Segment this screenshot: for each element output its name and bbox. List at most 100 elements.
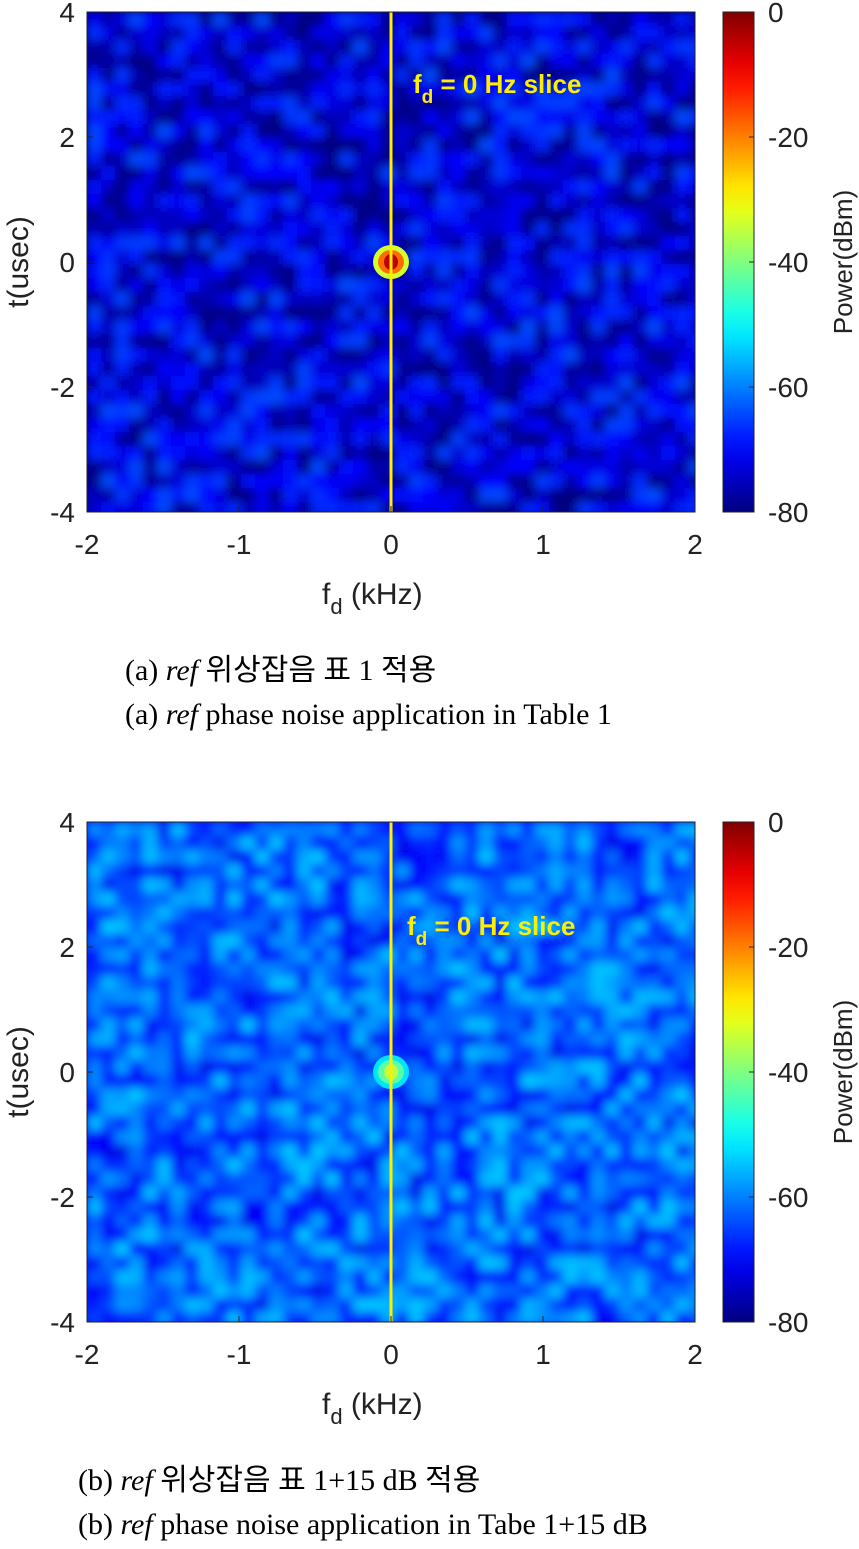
noise-cell [311,124,325,138]
noise-cell [171,264,185,278]
noise-cell [577,1312,591,1322]
noise-cell [689,320,695,334]
noise-cell [101,488,115,502]
noise-cell [353,1214,367,1228]
noise-cell [241,1116,255,1130]
noise-cell [423,990,437,1004]
noise-cell [633,40,647,54]
noise-cell [493,180,507,194]
noise-cell [297,180,311,194]
noise-cell [605,892,619,906]
noise-cell [255,1032,269,1046]
noise-cell [619,976,633,990]
noise-cell [465,124,479,138]
noise-cell [353,1060,367,1074]
noise-cell [591,1270,605,1284]
noise-cell [661,194,675,208]
noise-cell [367,1298,381,1312]
noise-cell [143,1242,157,1256]
noise-cell [591,1312,605,1322]
noise-cell [241,292,255,306]
noise-cell [451,878,465,892]
noise-cell [535,1088,549,1102]
noise-cell [101,180,115,194]
noise-cell [409,1074,423,1088]
noise-cell [199,250,213,264]
noise-cell [87,82,101,96]
noise-cell [325,934,339,948]
noise-cell [549,920,563,934]
noise-cell [185,1144,199,1158]
noise-cell [101,278,115,292]
noise-cell [563,878,577,892]
noise-cell [479,82,493,96]
noise-cell [465,850,479,864]
noise-cell [549,180,563,194]
noise-cell [325,82,339,96]
noise-cell [563,180,577,194]
noise-cell [563,124,577,138]
noise-cell [353,1074,367,1088]
noise-cell [199,892,213,906]
noise-cell [409,948,423,962]
noise-cell [129,1074,143,1088]
noise-cell [689,138,695,152]
noise-cell [647,1214,661,1228]
noise-cell [479,446,493,460]
noise-cell [255,194,269,208]
noise-cell [577,976,591,990]
noise-cell [199,236,213,250]
noise-cell [535,124,549,138]
noise-cell [185,96,199,110]
noise-cell [577,1200,591,1214]
noise-cell [409,110,423,124]
noise-cell [563,166,577,180]
noise-cell [185,446,199,460]
noise-cell [171,418,185,432]
noise-cell [549,934,563,948]
noise-cell [367,138,381,152]
noise-cell [199,166,213,180]
noise-cell [493,236,507,250]
noise-cell [521,878,535,892]
noise-cell [507,1284,521,1298]
noise-cell [479,432,493,446]
noise-cell [255,1172,269,1186]
noise-cell [507,850,521,864]
noise-cell [115,418,129,432]
noise-cell [339,12,353,26]
noise-cell [465,1102,479,1116]
noise-cell [479,1172,493,1186]
noise-cell [423,1102,437,1116]
noise-cell [157,1228,171,1242]
noise-cell [535,1298,549,1312]
noise-cell [395,948,409,962]
noise-cell [675,376,689,390]
noise-cell [577,222,591,236]
noise-cell [395,1270,409,1284]
noise-cell [423,166,437,180]
noise-cell [605,152,619,166]
noise-cell [101,54,115,68]
noise-cell [157,920,171,934]
noise-cell [591,962,605,976]
noise-cell [353,348,367,362]
noise-cell [129,390,143,404]
noise-cell [297,446,311,460]
noise-cell [353,138,367,152]
noise-cell [87,976,101,990]
noise-cell [157,878,171,892]
noise-cell [269,306,283,320]
noise-cell [689,306,695,320]
noise-cell [619,40,633,54]
noise-cell [605,138,619,152]
noise-cell [451,1032,465,1046]
noise-cell [255,502,269,512]
noise-cell [591,1158,605,1172]
noise-cell [381,68,395,82]
noise-cell [353,878,367,892]
noise-cell [423,1158,437,1172]
noise-cell [227,1228,241,1242]
noise-cell [661,1116,675,1130]
noise-cell [129,376,143,390]
